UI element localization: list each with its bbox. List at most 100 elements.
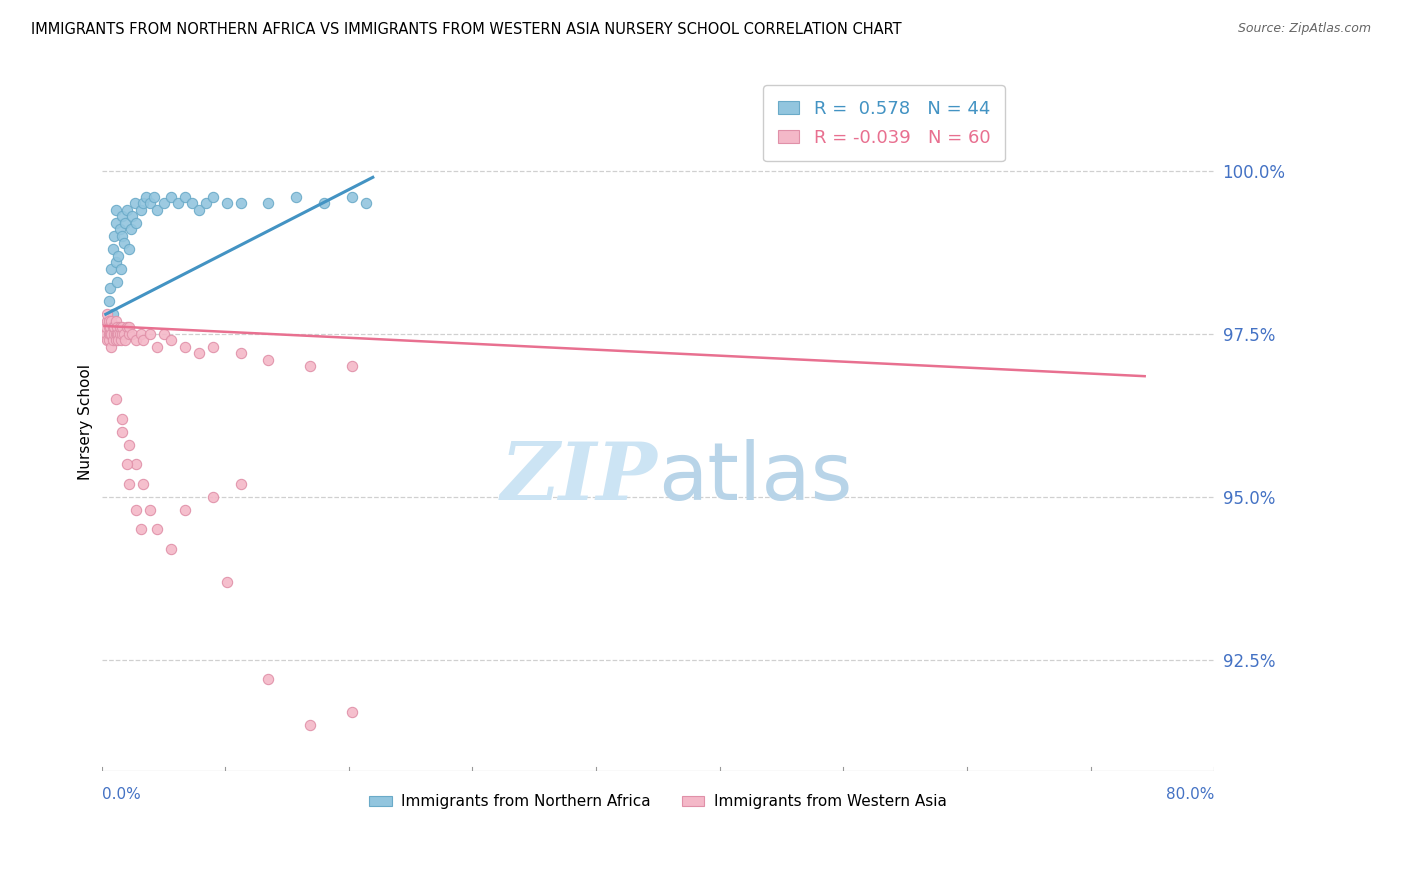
Point bbox=[146, 340, 169, 354]
Point bbox=[160, 334, 183, 348]
Point bbox=[111, 411, 134, 425]
Point bbox=[104, 392, 127, 406]
Point bbox=[139, 503, 162, 517]
Legend: Immigrants from Northern Africa, Immigrants from Western Asia: Immigrants from Northern Africa, Immigra… bbox=[363, 789, 953, 815]
Point bbox=[215, 574, 238, 589]
Point bbox=[229, 346, 252, 360]
Text: atlas: atlas bbox=[658, 439, 852, 516]
Point bbox=[129, 202, 152, 217]
Point bbox=[118, 476, 141, 491]
Point bbox=[110, 334, 132, 348]
Point bbox=[139, 326, 162, 341]
Point bbox=[104, 255, 127, 269]
Point bbox=[97, 320, 120, 334]
Point bbox=[101, 242, 124, 256]
Point bbox=[160, 541, 183, 556]
Point bbox=[174, 190, 197, 204]
Point bbox=[97, 314, 120, 328]
Point bbox=[111, 425, 134, 439]
Point bbox=[146, 523, 169, 537]
Point bbox=[153, 326, 176, 341]
Point bbox=[108, 326, 131, 341]
Point bbox=[103, 326, 125, 341]
Point bbox=[118, 242, 141, 256]
Point bbox=[115, 457, 138, 471]
Point bbox=[112, 326, 135, 341]
Point bbox=[129, 326, 152, 341]
Point bbox=[181, 196, 204, 211]
Point bbox=[101, 334, 124, 348]
Point bbox=[105, 326, 128, 341]
Point bbox=[194, 196, 217, 211]
Point bbox=[340, 705, 363, 719]
Point bbox=[174, 340, 197, 354]
Point bbox=[124, 196, 146, 211]
Point bbox=[100, 314, 122, 328]
Point bbox=[299, 359, 322, 374]
Point bbox=[104, 216, 127, 230]
Point bbox=[108, 222, 131, 236]
Point bbox=[167, 196, 190, 211]
Point bbox=[118, 320, 141, 334]
Point bbox=[125, 457, 148, 471]
Point bbox=[340, 190, 363, 204]
Point bbox=[201, 490, 224, 504]
Point bbox=[100, 340, 122, 354]
Point bbox=[132, 196, 155, 211]
Point bbox=[125, 216, 148, 230]
Point bbox=[101, 307, 124, 321]
Point bbox=[121, 326, 143, 341]
Point bbox=[96, 307, 118, 321]
Point bbox=[229, 196, 252, 211]
Point bbox=[174, 503, 197, 517]
Point bbox=[257, 196, 280, 211]
Point bbox=[104, 314, 127, 328]
Point bbox=[120, 222, 142, 236]
Text: 0.0%: 0.0% bbox=[101, 787, 141, 802]
Point bbox=[160, 190, 183, 204]
Point bbox=[100, 261, 122, 276]
Point bbox=[229, 476, 252, 491]
Point bbox=[299, 718, 322, 732]
Point bbox=[111, 229, 134, 244]
Point bbox=[98, 281, 121, 295]
Point bbox=[105, 320, 128, 334]
Point bbox=[125, 503, 148, 517]
Point bbox=[188, 346, 211, 360]
Point bbox=[285, 190, 308, 204]
Point bbox=[146, 202, 169, 217]
Point bbox=[111, 210, 134, 224]
Point bbox=[121, 210, 143, 224]
Point bbox=[115, 320, 138, 334]
Point bbox=[129, 523, 152, 537]
Point bbox=[112, 235, 135, 250]
Point bbox=[94, 326, 117, 341]
Point bbox=[114, 216, 136, 230]
Point bbox=[201, 190, 224, 204]
Point bbox=[98, 326, 121, 341]
Point bbox=[94, 320, 117, 334]
Point bbox=[104, 326, 127, 341]
Point bbox=[108, 320, 131, 334]
Point bbox=[153, 196, 176, 211]
Point bbox=[257, 673, 280, 687]
Text: IMMIGRANTS FROM NORTHERN AFRICA VS IMMIGRANTS FROM WESTERN ASIA NURSERY SCHOOL C: IMMIGRANTS FROM NORTHERN AFRICA VS IMMIG… bbox=[31, 22, 901, 37]
Point bbox=[105, 275, 128, 289]
Point bbox=[257, 352, 280, 367]
Point bbox=[340, 359, 363, 374]
Point bbox=[354, 196, 377, 211]
Point bbox=[114, 334, 136, 348]
Point bbox=[125, 334, 148, 348]
Point bbox=[115, 202, 138, 217]
Point bbox=[201, 340, 224, 354]
Point bbox=[314, 196, 336, 211]
Point bbox=[96, 334, 118, 348]
Point bbox=[188, 202, 211, 217]
Point bbox=[132, 334, 155, 348]
Point bbox=[111, 320, 134, 334]
Point bbox=[110, 261, 132, 276]
Text: 80.0%: 80.0% bbox=[1166, 787, 1215, 802]
Y-axis label: Nursery School: Nursery School bbox=[79, 364, 93, 480]
Point bbox=[132, 476, 155, 491]
Point bbox=[96, 314, 118, 328]
